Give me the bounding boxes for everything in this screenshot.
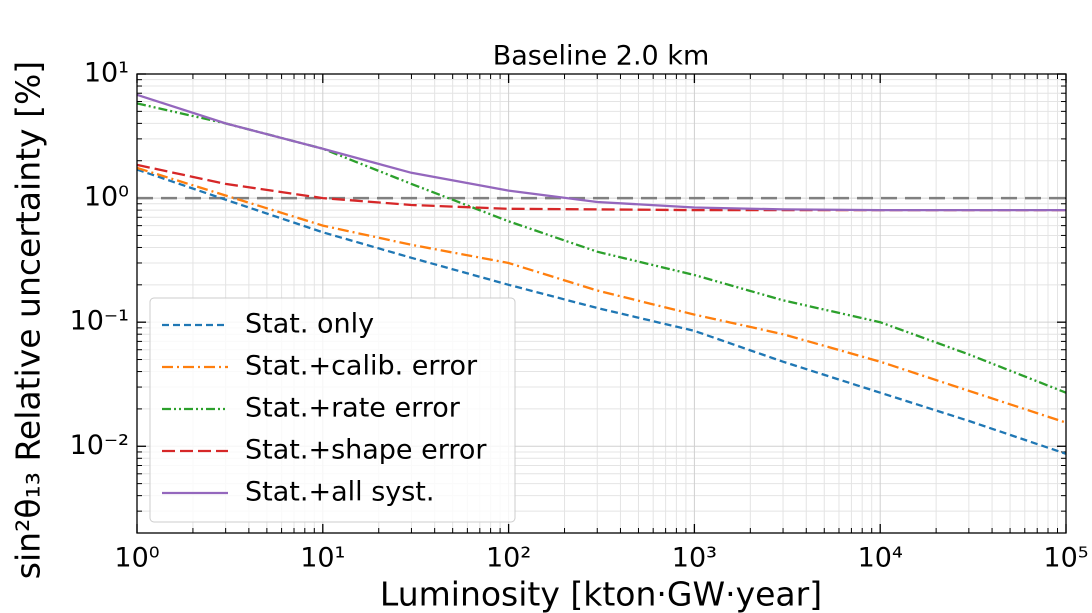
legend-box xyxy=(149,297,516,523)
series-line xyxy=(136,93,1066,212)
y-tick-label: 10⁻¹ xyxy=(70,306,129,337)
y-tick-label: 10¹ xyxy=(84,58,129,89)
chart-title: Baseline 2.0 km xyxy=(493,41,710,72)
legend-label: Stat.+shape error xyxy=(245,435,487,466)
legend-label: Stat. only xyxy=(245,309,374,340)
legend-label: Stat.+all syst. xyxy=(245,477,434,508)
series-line xyxy=(136,166,1067,424)
y-tick-label: 10⁰ xyxy=(84,182,129,213)
x-tick-label: 10⁰ xyxy=(114,543,159,574)
x-tick-label: 10⁴ xyxy=(858,543,903,574)
x-tick-label: 10² xyxy=(486,543,531,574)
legend: Stat. only Stat.+calib. error Stat.+rate e… xyxy=(149,297,516,523)
y-axis-label: sin²θ₁₃ Relative uncertainty [%] xyxy=(9,61,48,579)
y-tick-label: 10⁻² xyxy=(70,430,129,461)
x-tick-label: 10¹ xyxy=(300,543,345,574)
legend-label: Stat.+rate error xyxy=(245,393,461,424)
x-tick-label: 10³ xyxy=(672,543,717,574)
series-line xyxy=(136,168,1067,455)
x-tick-label: 10⁵ xyxy=(1043,543,1088,574)
legend-label: Stat.+calib. error xyxy=(245,351,478,382)
plot-frame xyxy=(136,73,1067,534)
x-axis-label: Luminosity [kton·GW·year] xyxy=(380,575,822,613)
